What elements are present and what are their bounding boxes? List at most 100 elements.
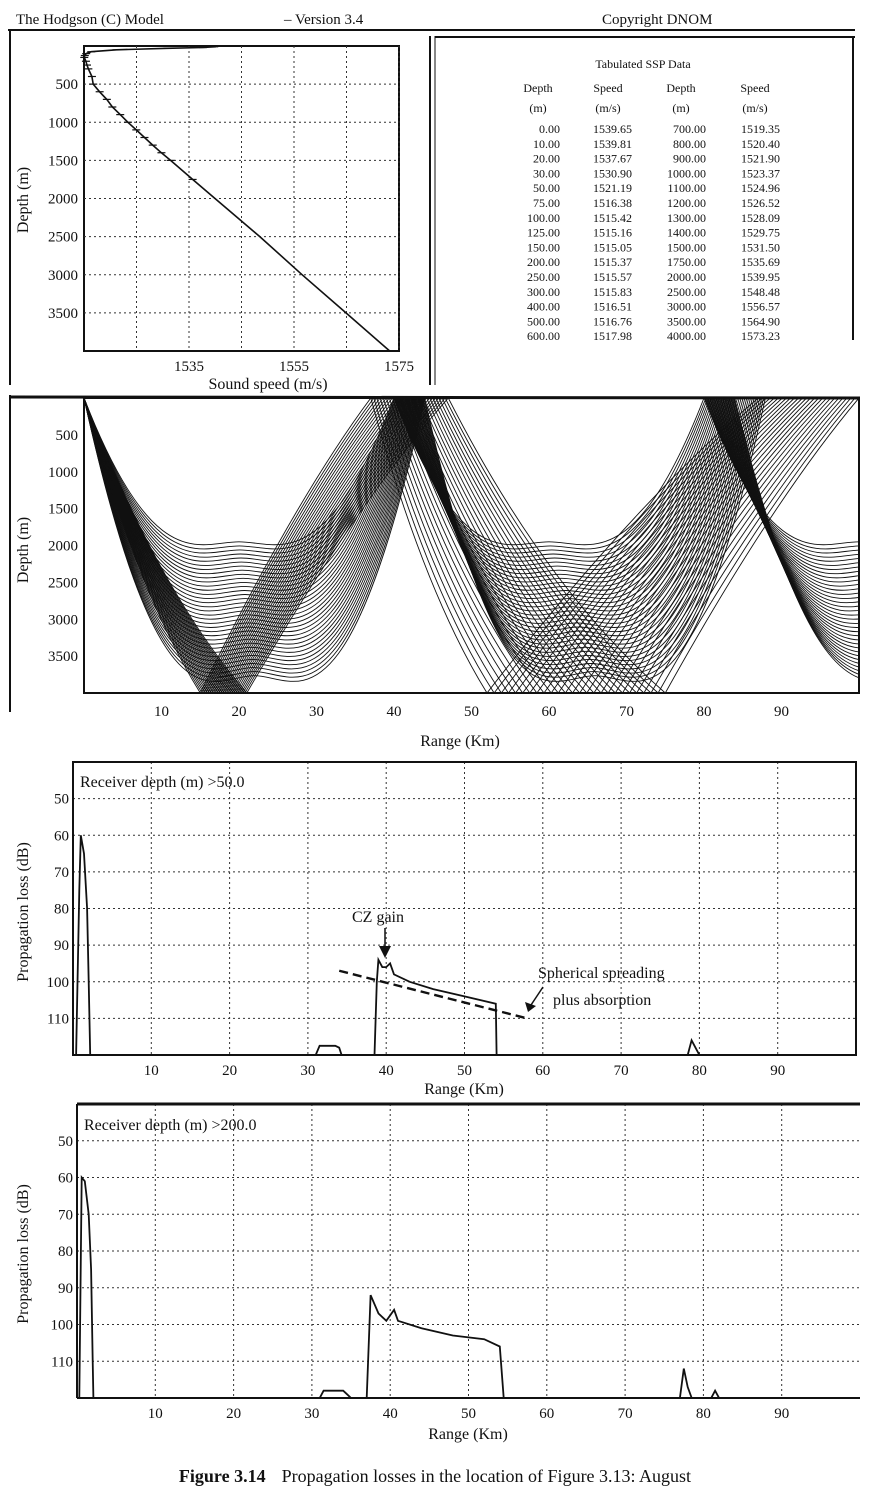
ssp-table-cell: 1537.67 <box>593 152 632 166</box>
ray-x-axis-label: Range (Km) <box>420 733 500 750</box>
loss-curve <box>710 1388 720 1399</box>
loss-curve <box>679 1368 693 1399</box>
ssp-table-cell: 1300.00 <box>667 211 706 225</box>
ray-y-ticks: 500 1000 1500 2000 2500 3000 3500 <box>48 428 78 665</box>
ray-x-tick-label: 60 <box>542 704 557 720</box>
ray-x-tick-label: 10 <box>154 704 169 720</box>
ssp-y-tick-label: 3000 <box>48 268 78 284</box>
ssp-table-cell: 1531.50 <box>741 240 780 254</box>
ssp-table-cell: 1528.09 <box>741 211 780 225</box>
top-section-frame <box>9 30 855 385</box>
ray-path <box>734 398 859 679</box>
loss-x-tick-label: 50 <box>461 1406 476 1422</box>
ray-path <box>724 398 859 641</box>
caption-label: Figure 3.14 <box>178 1466 266 1486</box>
ssp-table-cell: 1535.69 <box>741 255 780 269</box>
ssp-table-cell: 250.00 <box>527 270 560 284</box>
ssp-table-cell: 1515.57 <box>593 270 632 284</box>
ray-path <box>720 398 859 620</box>
ssp-table-cell: 1539.81 <box>593 137 632 151</box>
ssp-table-cell: 1100.00 <box>667 181 706 195</box>
model-title: The Hodgson (C) Model <box>16 12 164 28</box>
ssp-table-cell: 1529.75 <box>741 226 780 240</box>
ssp-table-cell: 1526.52 <box>741 196 780 210</box>
loss-y-tick-label: 100 <box>51 1318 74 1334</box>
copyright-text: Copyright DNOM <box>602 12 712 28</box>
ssp-table-cell: 50.00 <box>533 181 560 195</box>
loss-curve <box>373 956 498 1056</box>
ray-path <box>721 398 859 624</box>
ssp-table: Tabulated SSP Data Depth Speed Depth Speed (… <box>523 57 780 343</box>
ssp-table-cell: 900.00 <box>673 152 706 166</box>
ssp-table-cell: 1530.90 <box>593 166 632 180</box>
ray-path <box>406 398 731 604</box>
loss-x-tick-label: 20 <box>226 1406 241 1422</box>
ssp-x-ticks: 1535 1555 1575 <box>174 359 414 375</box>
loss-plot-200m: 50 60 70 80 90 100 110 10 20 30 40 50 60 70 80 90 Rece… <box>15 1102 860 1443</box>
ssp-table-cell: 1516.38 <box>593 196 632 210</box>
loss-y-tick-label: 90 <box>58 1281 73 1297</box>
loss-x-tick-label: 40 <box>383 1406 398 1422</box>
spherical-spreading-label: Spherical spreading <box>538 965 665 982</box>
ssp-table-cell: 1548.48 <box>741 285 780 299</box>
ssp-table-cell: 100.00 <box>527 211 560 225</box>
ray-y-axis-label: Depth (m) <box>15 517 32 583</box>
loss-curve <box>78 1175 95 1399</box>
loss-50-x-ticks: 10 20 30 40 50 60 70 80 90 <box>144 1063 785 1079</box>
ssp-table-cell: 125.00 <box>527 226 560 240</box>
loss-x-tick-label: 60 <box>539 1406 554 1422</box>
ssp-table-cell: 1517.98 <box>593 329 632 343</box>
loss-200-curves <box>78 1175 720 1399</box>
ssp-y-tick-label: 1500 <box>48 153 78 169</box>
ssp-y-axis-label: Depth (m) <box>15 167 32 233</box>
loss-x-tick-label: 90 <box>770 1063 785 1079</box>
ray-path <box>717 398 859 608</box>
ray-path <box>712 398 859 587</box>
loss-curve <box>686 1037 701 1056</box>
loss-x-tick-label: 30 <box>304 1406 319 1422</box>
ssp-table-cell: 1516.51 <box>593 300 632 314</box>
loss-200-y-axis-label: Propagation loss (dB) <box>15 1184 32 1324</box>
ssp-table-cell: 1564.90 <box>741 314 780 328</box>
loss-50-x-axis-label: Range (Km) <box>424 1081 504 1098</box>
ssp-table-unit: (m) <box>529 101 546 115</box>
ssp-curve <box>80 45 391 352</box>
ssp-table-cell: 4000.00 <box>667 329 706 343</box>
loss-x-tick-label: 80 <box>696 1406 711 1422</box>
loss-y-tick-label: 90 <box>54 938 69 954</box>
ray-path <box>424 398 766 682</box>
loss-y-tick-label: 100 <box>47 975 70 991</box>
ssp-table-cell: 3000.00 <box>667 300 706 314</box>
ssp-table-cell: 3500.00 <box>667 314 706 328</box>
loss-curve <box>365 1294 505 1399</box>
ssp-x-tick-label: 1575 <box>384 359 414 375</box>
ray-path <box>400 398 720 579</box>
ray-y-tick-label: 500 <box>56 428 79 444</box>
loss-y-tick-label: 80 <box>54 902 69 918</box>
model-version: – Version 3.4 <box>283 12 364 28</box>
ray-y-tick-label: 2500 <box>48 575 78 591</box>
ray-x-tick-label: 40 <box>387 704 402 720</box>
ssp-table-cell: 1520.40 <box>741 137 780 151</box>
ssp-table-cell: 1500.00 <box>667 240 706 254</box>
ssp-table-cell: 1523.37 <box>741 166 780 180</box>
ray-path <box>393 398 705 546</box>
ray-path <box>722 398 859 628</box>
ssp-table-cell: 600.00 <box>527 329 560 343</box>
loss-curve <box>75 835 92 1056</box>
ssp-table-cell: 200.00 <box>527 255 560 269</box>
ssp-table-header: Speed <box>740 81 769 95</box>
ssp-table-header: Speed <box>593 81 622 95</box>
ray-path <box>84 398 418 649</box>
ssp-table-cell: 1539.65 <box>593 122 632 136</box>
ssp-x-tick-label: 1555 <box>279 359 309 375</box>
ray-path <box>716 398 859 604</box>
ray-path <box>84 398 401 570</box>
ssp-table-cell: 1573.23 <box>741 329 780 343</box>
loss-y-tick-label: 70 <box>58 1207 73 1223</box>
ray-path <box>410 398 738 620</box>
ssp-table-cell: 2500.00 <box>667 285 706 299</box>
ssp-table-cell: 1519.35 <box>741 122 780 136</box>
ray-path <box>715 398 859 599</box>
loss-y-tick-label: 60 <box>58 1171 73 1187</box>
